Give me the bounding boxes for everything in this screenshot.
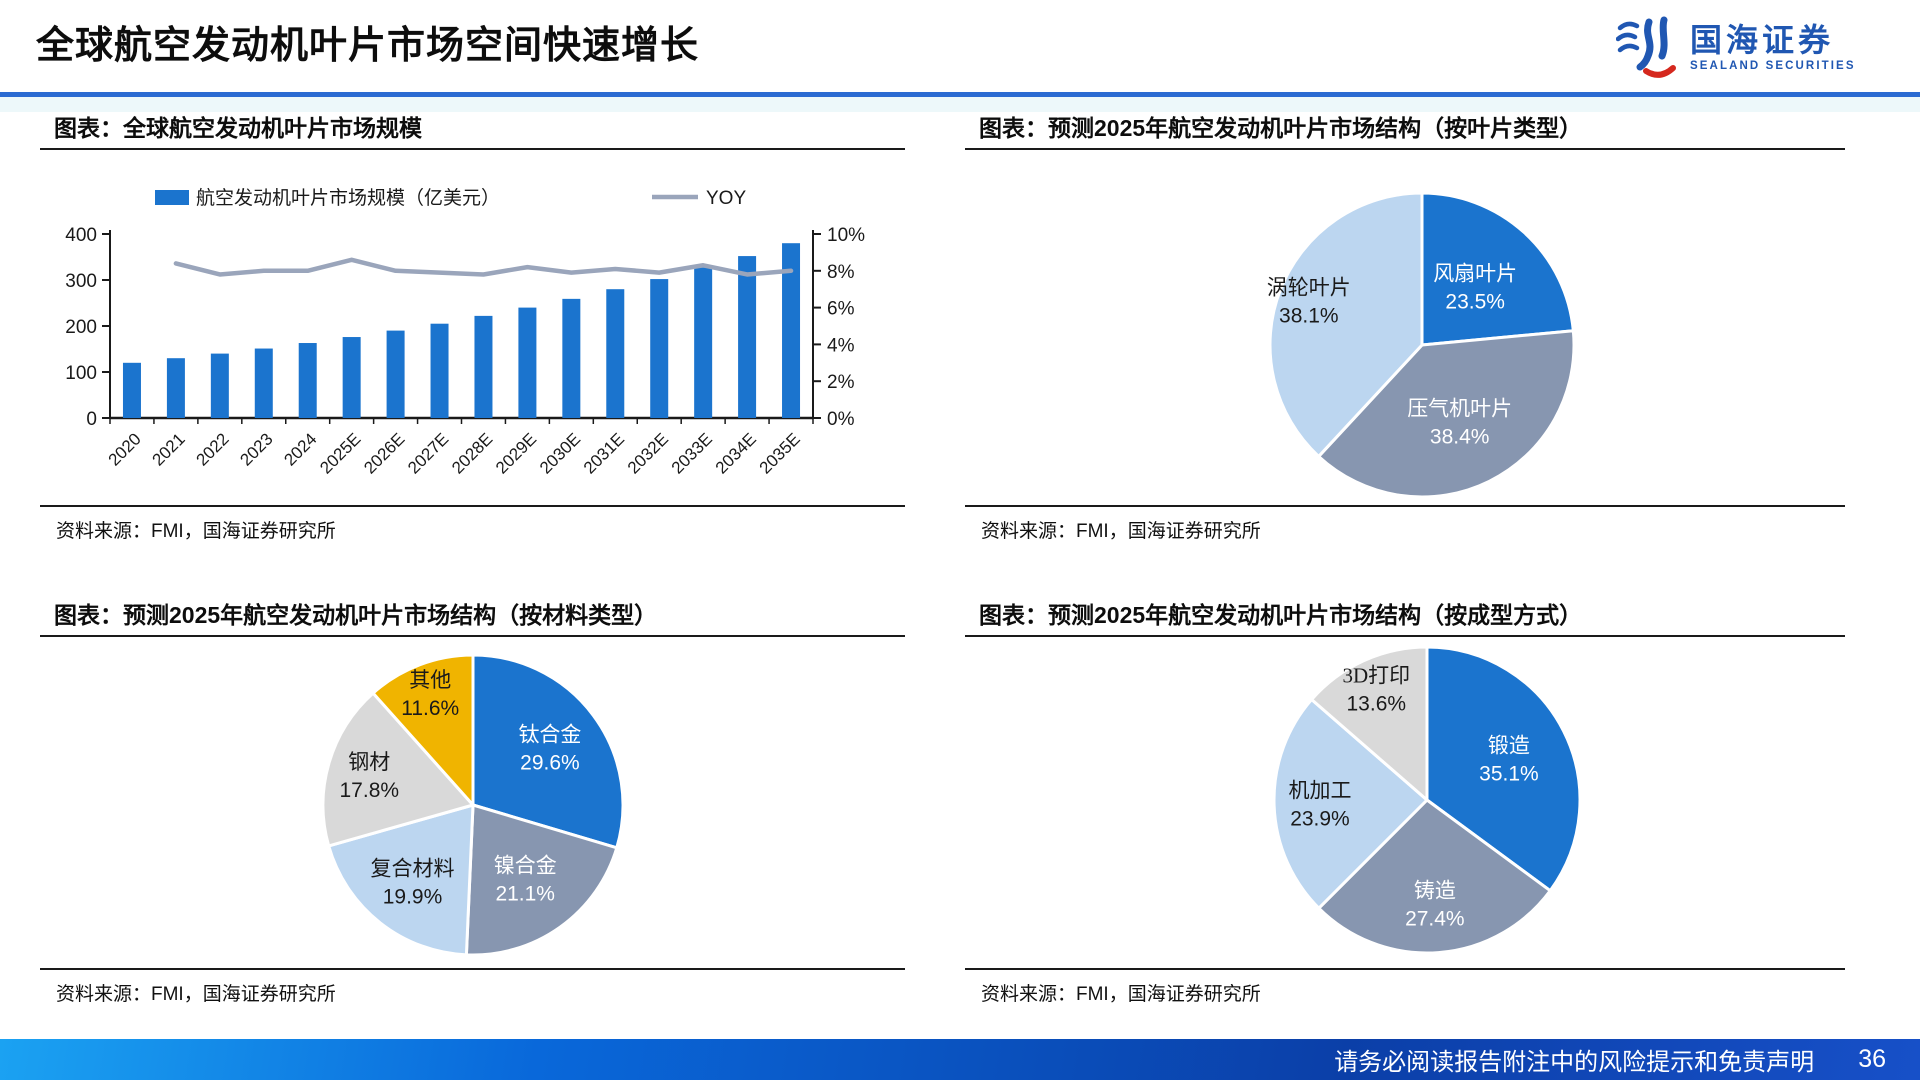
bar — [342, 337, 361, 418]
x-category-label: 2031E — [580, 429, 628, 477]
forming-method-pie-chart: 锻造 35.1% 铸造 27.4% 机加工 23.9% 3D打印 13.6% — [1272, 645, 1582, 955]
right-tick-label: 0% — [827, 409, 855, 430]
left-tick-label: 0 — [86, 409, 97, 430]
right-tick-label: 6% — [827, 299, 855, 320]
bar — [782, 243, 801, 418]
pie-slice-1 — [464, 803, 619, 957]
right-tick-label: 4% — [827, 335, 855, 356]
pie-label-3: 钢材 17.8% — [340, 750, 400, 802]
panel-title: 图表：全球航空发动机叶片市场规模 — [40, 108, 905, 150]
sealand-logo: 国海证券 SEALAND SECURITIES — [1616, 16, 1856, 80]
bar — [606, 289, 625, 418]
pie-slice-2 — [1272, 698, 1429, 910]
x-category-label: 2024 — [280, 429, 320, 469]
page-title: 全球航空发动机叶片市场空间快速增长 — [36, 25, 700, 67]
pie-slice-2 — [1268, 191, 1424, 458]
bar — [562, 298, 581, 418]
header-band — [0, 97, 1920, 112]
pie-label-0: 钛合金 29.6% — [518, 723, 581, 775]
x-category-label: 2022 — [192, 429, 232, 469]
panel-blade-type: 图表：预测2025年航空发动机叶片市场结构（按叶片类型） 风扇叶片 23.5% 压气… — [965, 108, 1845, 549]
x-category-label: 2034E — [712, 429, 760, 477]
x-category-label: 2026E — [360, 429, 408, 477]
legend-line-label: YOY — [706, 188, 746, 209]
left-tick-label: 200 — [65, 317, 97, 338]
pie-label-2: 复合材料 19.9% — [371, 856, 455, 908]
logo-name-en: SEALAND SECURITIES — [1690, 60, 1856, 73]
pie-slice-1 — [1317, 798, 1552, 955]
pie-label-0: 锻造 35.1% — [1479, 734, 1539, 786]
blade-type-pie-chart: 风扇叶片 23.5% 压气机叶片 38.4% 涡轮叶片 38.1% — [1267, 191, 1576, 499]
pie-slice-4 — [371, 653, 475, 807]
logo-name-cn: 国海证券 — [1690, 21, 1835, 58]
bar — [738, 256, 757, 418]
legend-bar-label: 航空发动机叶片市场规模（亿美元） — [196, 187, 500, 209]
footer-bar: 请务必阅读报告附注中的风险提示和免责声明 36 — [0, 1039, 1920, 1080]
material-type-pie-chart: 钛合金 29.6% 镍合金 21.1% 复合材料 19.9% 钢材 17.8%其他 11.6% — [321, 653, 625, 957]
pie-label-2: 涡轮叶片 38.1% — [1267, 276, 1351, 328]
source-note: 资料来源：FMI，国海证券研究所 — [40, 968, 905, 1012]
panel-market-size: 图表：全球航空发动机叶片市场规模 航空发动机叶片市场规模（亿美元） YOY 400 3… — [40, 108, 905, 549]
source-note: 资料来源：FMI，国海证券研究所 — [965, 505, 1845, 549]
market-size-bar-chart: 航空发动机叶片市场规模（亿美元） YOY 400 300 200 100 0 10% 8% 6% 4… — [65, 187, 865, 478]
pie-label-4: 其他 11.6% — [401, 668, 459, 720]
panel-title: 图表：预测2025年航空发动机叶片市场结构（按成型方式） — [965, 595, 1845, 637]
x-category-label: 2028E — [448, 429, 496, 477]
x-category-label: 2025E — [316, 429, 364, 477]
right-tick-label: 2% — [827, 372, 855, 393]
sealand-logo-icon — [1616, 16, 1676, 78]
bar — [254, 348, 273, 418]
x-category-label: 2030E — [536, 429, 584, 477]
yoy-line — [173, 257, 794, 277]
pie-slice-0 — [1420, 191, 1575, 347]
bar — [650, 279, 669, 418]
logo-text: 国海证券 SEALAND SECURITIES — [1690, 21, 1856, 73]
page-number: 36 — [1858, 1045, 1886, 1073]
bar — [122, 362, 141, 418]
pie-label-1: 压气机叶片 38.4% — [1407, 396, 1512, 448]
x-category-label: 2023 — [236, 429, 276, 469]
pie-slice-0 — [471, 653, 625, 850]
pie-label-2: 机加工 23.9% — [1288, 779, 1351, 831]
pie-label-3: 3D打印 13.6% — [1342, 664, 1410, 716]
bar — [694, 267, 713, 418]
panel-material-type: 图表：预测2025年航空发动机叶片市场结构（按材料类型） 钛合金 29.6% 镍合金… — [40, 595, 905, 1012]
left-tick-label: 400 — [65, 225, 97, 246]
bar — [474, 315, 493, 418]
x-category-label: 2032E — [624, 429, 672, 477]
x-category-label: 2029E — [492, 429, 540, 477]
bar — [430, 323, 449, 418]
pie-slice-0 — [1425, 645, 1582, 893]
x-category-label: 2021 — [149, 429, 189, 469]
bar — [298, 343, 317, 418]
panel-forming-method: 图表：预测2025年航空发动机叶片市场结构（按成型方式） 锻造 35.1% 铸造 27… — [965, 595, 1845, 1012]
pie-label-1: 镍合金 21.1% — [494, 853, 557, 905]
x-category-label: 2027E — [404, 429, 452, 477]
source-note: 资料来源：FMI，国海证券研究所 — [965, 968, 1845, 1012]
pie-slice-3 — [1310, 645, 1429, 802]
source-note: 资料来源：FMI，国海证券研究所 — [40, 505, 905, 549]
bar — [386, 330, 405, 418]
x-category-label: 2035E — [756, 429, 804, 477]
pie-label-1: 铸造 27.4% — [1405, 879, 1465, 931]
left-tick-label: 300 — [65, 271, 97, 292]
panel-title: 图表：预测2025年航空发动机叶片市场结构（按叶片类型） — [965, 108, 1845, 150]
left-tick-label: 100 — [65, 363, 97, 384]
bar — [210, 353, 229, 418]
pie-label-0: 风扇叶片 23.5% — [1433, 262, 1517, 314]
right-tick-label: 8% — [827, 262, 855, 283]
panel-title: 图表：预测2025年航空发动机叶片市场结构（按材料类型） — [40, 595, 905, 637]
pie-slice-2 — [327, 803, 475, 957]
right-tick-label: 10% — [827, 225, 865, 246]
x-category-label: 2020 — [105, 429, 145, 469]
legend-bar-swatch — [155, 190, 189, 205]
x-category-label: 2033E — [668, 429, 716, 477]
pie-slice-1 — [1317, 329, 1576, 499]
header-divider — [0, 92, 1920, 97]
disclaimer-text: 请务必阅读报告附注中的风险提示和免责声明 — [1334, 1049, 1815, 1076]
bar — [518, 307, 537, 418]
bar — [166, 358, 185, 418]
pie-slice-3 — [321, 691, 475, 848]
